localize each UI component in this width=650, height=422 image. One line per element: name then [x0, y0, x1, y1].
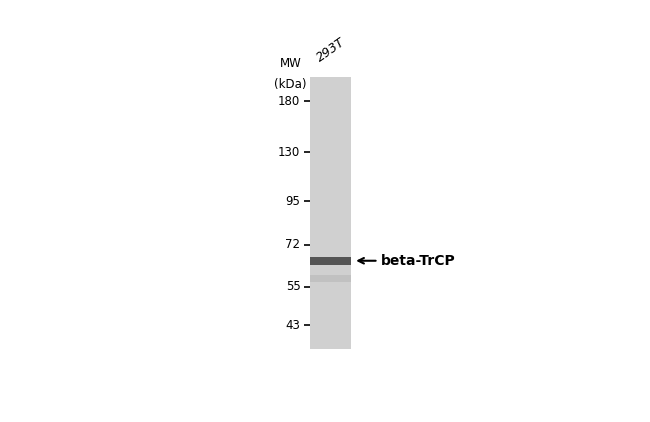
Text: (kDa): (kDa) [274, 78, 307, 91]
FancyBboxPatch shape [311, 77, 351, 349]
Text: 95: 95 [285, 195, 300, 208]
Text: 293T: 293T [314, 35, 347, 64]
Text: beta-TrCP: beta-TrCP [381, 254, 456, 268]
Text: 180: 180 [278, 95, 300, 108]
Text: 72: 72 [285, 238, 300, 251]
Text: 43: 43 [285, 319, 300, 332]
FancyBboxPatch shape [311, 257, 351, 265]
Text: 55: 55 [285, 280, 300, 293]
Text: MW: MW [280, 57, 301, 70]
FancyBboxPatch shape [311, 275, 351, 282]
Text: 130: 130 [278, 146, 300, 159]
